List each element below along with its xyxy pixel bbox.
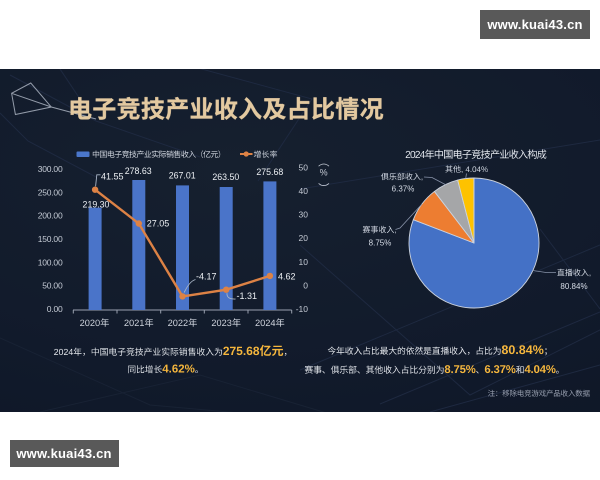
svg-text:150.00: 150.00 (38, 234, 63, 244)
svg-text:219.30: 219.30 (83, 199, 110, 209)
svg-text:-1.31: -1.31 (237, 291, 258, 301)
svg-text:40: 40 (299, 186, 309, 196)
svg-text:4.62: 4.62 (278, 272, 296, 282)
svg-text:6.37%: 6.37% (392, 185, 415, 194)
svg-text:50: 50 (299, 163, 309, 173)
svg-text:250.00: 250.00 (38, 187, 63, 197)
svg-text:263.50: 263.50 (212, 172, 239, 182)
svg-text:0.00: 0.00 (47, 304, 63, 314)
svg-text:80.84%: 80.84% (560, 282, 587, 291)
svg-text:27.05: 27.05 (147, 219, 170, 229)
svg-text:300.00: 300.00 (38, 164, 63, 174)
svg-text:-4.17: -4.17 (196, 272, 217, 282)
svg-text:8.75%: 8.75% (369, 239, 392, 248)
svg-text:278.63: 278.63 (125, 166, 152, 176)
svg-text:275.68: 275.68 (256, 167, 283, 177)
svg-text:41.55: 41.55 (101, 171, 124, 181)
svg-text:200.00: 200.00 (38, 211, 63, 221)
svg-text:30: 30 (299, 210, 309, 220)
svg-text:10: 10 (299, 257, 309, 267)
svg-text:100.00: 100.00 (38, 257, 63, 267)
svg-text:20: 20 (299, 233, 309, 243)
svg-text:-10: -10 (296, 304, 309, 314)
svg-text:%: % (320, 168, 328, 178)
svg-text:50.00: 50.00 (42, 281, 63, 291)
svg-text:267.01: 267.01 (169, 171, 196, 181)
svg-text:0: 0 (303, 280, 308, 290)
